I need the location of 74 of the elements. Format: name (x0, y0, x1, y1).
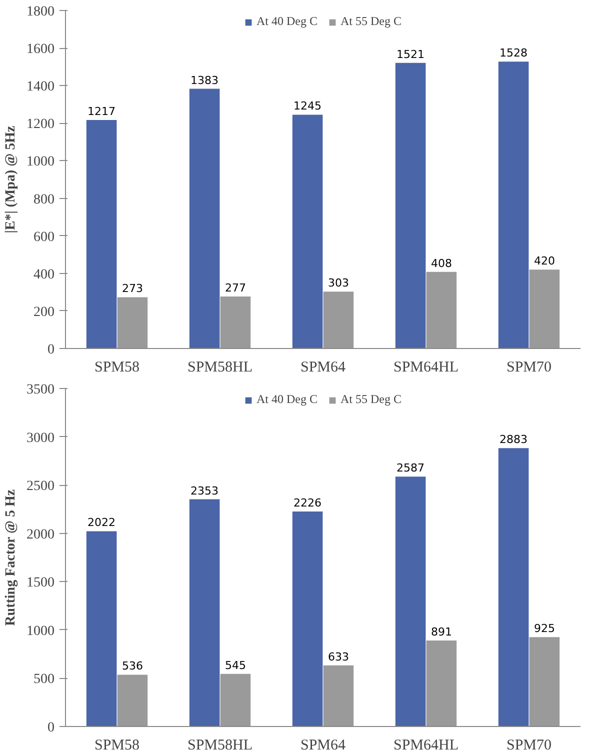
bar (529, 637, 560, 726)
data-label: 273 (122, 282, 143, 296)
data-label: 2022 (88, 516, 116, 530)
data-label: 891 (430, 625, 452, 638)
bar (220, 674, 251, 726)
x-tick-label: SPM58 (94, 738, 140, 754)
y-tick-label: 800 (34, 192, 54, 208)
y-tick-label: 1000 (26, 624, 54, 639)
y-tick-label: 400 (34, 267, 54, 282)
bar (86, 120, 117, 348)
data-label: 1383 (190, 74, 219, 87)
data-label: 633 (328, 650, 349, 664)
bar (292, 114, 323, 348)
legend-label: At 55 Deg C (340, 392, 402, 407)
data-label: 420 (534, 254, 555, 268)
y-tick-label: 500 (34, 672, 54, 688)
data-label: 1245 (294, 100, 322, 113)
bar (323, 665, 354, 726)
bar (498, 448, 529, 726)
data-label: 925 (534, 622, 555, 636)
y-tick-label: 1400 (26, 80, 54, 95)
x-tick-label: SPM70 (506, 360, 552, 376)
legend-label: At 40 Deg C (256, 14, 318, 29)
data-label: 2883 (500, 433, 528, 446)
y-axis-title: |E*| (Mpa) @ 5Hz (4, 126, 18, 234)
x-tick-label: SPM64 (300, 360, 346, 376)
y-tick-label: 2000 (26, 527, 54, 542)
bar (189, 499, 220, 726)
bar (395, 476, 426, 726)
y-tick-label: 3000 (26, 430, 54, 446)
legend-label: At 40 Deg C (256, 392, 318, 407)
x-tick-label: SPM70 (506, 738, 552, 754)
data-label: 408 (430, 256, 452, 270)
y-tick-label: 3500 (26, 382, 54, 398)
y-tick-label: 1200 (26, 117, 54, 132)
bar (117, 297, 148, 348)
y-tick-label: 200 (34, 304, 54, 320)
bar (292, 512, 323, 726)
bar (189, 88, 220, 348)
bar (426, 640, 457, 726)
bar (220, 296, 251, 348)
y-tick-label: 1600 (26, 42, 54, 58)
y-tick-label: 2500 (26, 479, 54, 494)
bar (426, 272, 457, 348)
x-tick-label: SPM58 (94, 360, 140, 376)
bar (86, 531, 117, 726)
y-tick-label: 1500 (26, 576, 54, 591)
data-label: 1217 (88, 104, 116, 118)
y-tick-label: 0 (48, 342, 54, 358)
x-tick-label: SPM64HL (393, 738, 459, 754)
y-axis-title: Rutting Factor @ 5 Hz (4, 489, 18, 626)
bar (529, 270, 560, 348)
bar (323, 292, 354, 348)
bar (395, 62, 426, 348)
x-tick-label: SPM58HL (187, 738, 253, 754)
data-label: 2353 (190, 484, 219, 498)
data-label: 2226 (294, 496, 322, 510)
x-tick-label: SPM64 (300, 738, 346, 754)
data-label: 1528 (500, 46, 528, 60)
data-label: 536 (122, 660, 143, 673)
y-tick-label: 1000 (26, 154, 54, 170)
bar (498, 62, 529, 348)
data-label: 277 (224, 281, 246, 294)
data-label: 1521 (396, 48, 425, 61)
data-label: 303 (328, 276, 349, 290)
bar (117, 674, 148, 726)
y-tick-label: 1800 (26, 4, 54, 20)
legend-label: At 55 Deg C (340, 14, 402, 29)
y-tick-label: 0 (48, 720, 54, 736)
x-tick-label: SPM58HL (187, 360, 253, 376)
x-tick-label: SPM64HL (393, 360, 459, 376)
y-tick-label: 600 (34, 230, 54, 245)
data-label: 2587 (396, 462, 425, 475)
data-label: 545 (224, 658, 246, 672)
